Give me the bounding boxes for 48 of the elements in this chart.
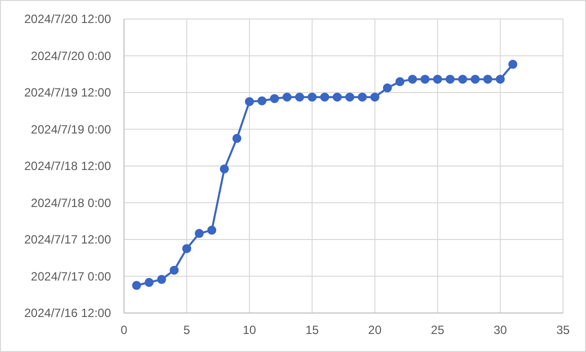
point	[207, 226, 216, 235]
text: 2024/7/16 12:00	[24, 306, 112, 320]
text: 2024/7/19 0:00	[30, 122, 112, 136]
text: 2024/7/20 12:00	[24, 12, 112, 26]
point	[382, 83, 392, 92]
text: 2024/7/17 12:00	[24, 232, 112, 246]
point	[446, 74, 455, 84]
point	[408, 74, 417, 84]
point	[282, 92, 292, 102]
point	[194, 228, 204, 238]
point	[157, 274, 166, 284]
point	[270, 94, 280, 104]
point	[420, 74, 430, 84]
point	[508, 60, 518, 69]
point	[496, 74, 505, 84]
x-tick-label: 5	[183, 323, 190, 337]
point	[433, 74, 442, 84]
point	[170, 266, 179, 275]
x-tick-label: 35	[556, 323, 570, 337]
point	[232, 134, 242, 143]
point	[470, 74, 480, 84]
x-tick-label: 10	[242, 323, 256, 337]
point	[220, 164, 229, 174]
point	[370, 92, 380, 102]
x-tick-label: 15	[305, 323, 320, 337]
point	[332, 92, 342, 102]
point	[483, 74, 492, 84]
point	[395, 77, 404, 86]
text: 2024/7/20 0:00	[30, 48, 112, 63]
x-tick-label: 25	[430, 323, 445, 337]
point	[458, 74, 468, 84]
point	[257, 96, 266, 106]
point	[295, 92, 304, 102]
text: 2024/7/18 12:00	[24, 159, 112, 173]
x-tick-label: 20	[368, 323, 382, 337]
x-tick-label: 30	[494, 323, 508, 337]
point	[345, 92, 354, 102]
text: 2024/7/19 12:00	[24, 86, 112, 100]
point	[244, 97, 254, 106]
point	[144, 278, 154, 287]
x-tick-label: 0	[120, 323, 128, 337]
text: 2024/7/17 0:00	[30, 269, 112, 284]
point	[132, 280, 142, 290]
text: 2024/7/18 0:00	[30, 196, 112, 210]
point	[182, 244, 192, 254]
point	[308, 92, 317, 102]
point	[320, 92, 330, 102]
point	[358, 92, 367, 102]
